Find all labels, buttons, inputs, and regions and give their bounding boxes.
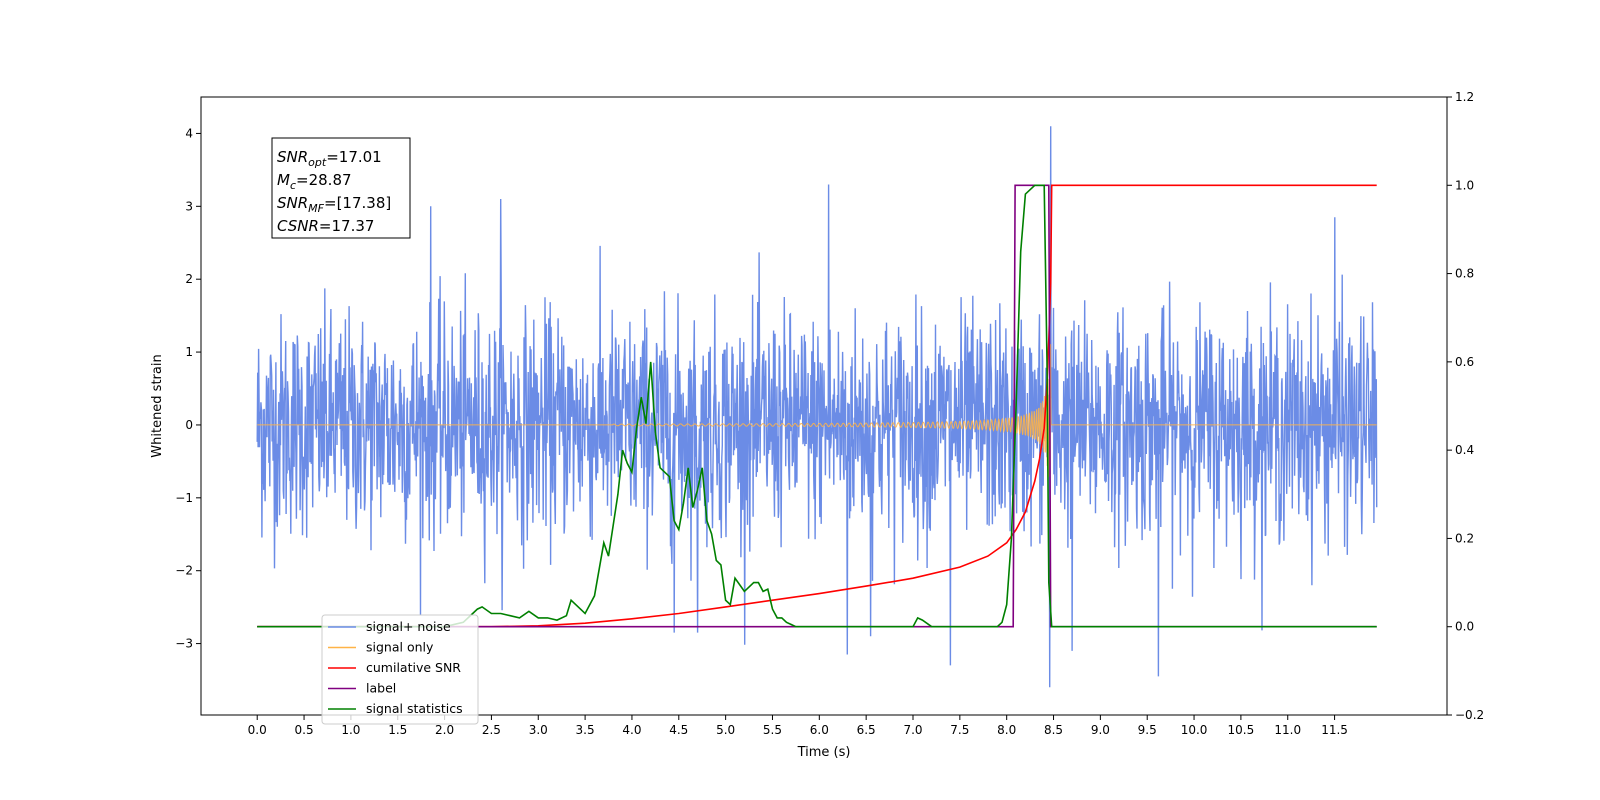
plot-frame [200, 96, 1448, 716]
annotation-line: CSNR=17.37 [277, 217, 374, 235]
legend-item-signal-noise: signal+ noise [366, 619, 451, 634]
legend-frame [321, 614, 479, 725]
x-tick-label: 2.0 [435, 723, 454, 737]
legend-item-signal-only: signal only [366, 640, 434, 655]
x-tick-label: 9.5 [1138, 723, 1157, 737]
x-tick-label: 5.5 [763, 723, 782, 737]
legend-item-signal-statistics: signal statistics [366, 701, 463, 716]
x-tick-label: 4.0 [622, 723, 641, 737]
y2-tick-label: 1.2 [1455, 90, 1474, 104]
annotation-line: SNRopt=17.01 [277, 148, 382, 169]
x-tick-label: 3.0 [529, 723, 548, 737]
x-tick-label: 1.5 [388, 723, 407, 737]
x-axis-label: Time (s) [797, 745, 851, 760]
x-tick-label: 10.5 [1228, 723, 1255, 737]
series-signal-noise [256, 126, 1378, 688]
y2-tick-label: 0.4 [1455, 443, 1474, 457]
x-tick-label: 1.0 [341, 723, 360, 737]
y2-tick-label: 0.8 [1455, 267, 1474, 281]
x-tick-label: 6.5 [857, 723, 876, 737]
y-tick-label: 4 [185, 126, 193, 140]
x-tick-label: 11.0 [1274, 723, 1301, 737]
y-tick-label: 0 [185, 418, 193, 432]
annotation-frame [271, 137, 411, 239]
annotation-line: Mc=28.87 [277, 171, 352, 192]
y-tick-label: −1 [175, 491, 193, 505]
y-tick-label: 1 [185, 345, 193, 359]
x-tick-label: 4.5 [669, 723, 688, 737]
x-tick-label: 8.5 [1044, 723, 1063, 737]
y2-tick-label: 0.6 [1455, 355, 1474, 369]
x-tick-label: 0.5 [295, 723, 314, 737]
y2-tick-label: −0.2 [1455, 708, 1484, 722]
series-signal-statistics [257, 184, 1377, 628]
x-tick-label: 0.0 [248, 723, 267, 737]
legend-item-cumulative-snr: cumilative SNR [366, 660, 461, 675]
y2-tick-label: 0.2 [1455, 531, 1474, 545]
y-tick-label: −3 [175, 637, 193, 651]
x-tick-label: 9.0 [1091, 723, 1110, 737]
x-tick-label: 7.5 [950, 723, 969, 737]
y2-tick-label: 0.0 [1455, 620, 1474, 634]
x-tick-label: 6.0 [810, 723, 829, 737]
legend-item-label: label [366, 681, 396, 696]
series-signal-only [257, 344, 1377, 477]
y-axis-label: Whitened strain [150, 354, 165, 457]
x-tick-label: 3.5 [576, 723, 595, 737]
x-tick-label: 8.0 [997, 723, 1016, 737]
y-tick-label: 3 [185, 199, 193, 213]
x-tick-label: 10.0 [1181, 723, 1208, 737]
annotation-line: SNRMF=[17.38] [277, 194, 391, 215]
x-tick-label: 7.0 [903, 723, 922, 737]
y-tick-label: 2 [185, 272, 193, 286]
x-tick-label: 11.5 [1321, 723, 1348, 737]
x-tick-label: 2.5 [482, 723, 501, 737]
x-tick-label: 5.0 [716, 723, 735, 737]
y-tick-label: −2 [175, 564, 193, 578]
y2-tick-label: 1.0 [1455, 178, 1474, 192]
legend: signal+ noise signal only cumilative SNR la… [321, 614, 479, 725]
